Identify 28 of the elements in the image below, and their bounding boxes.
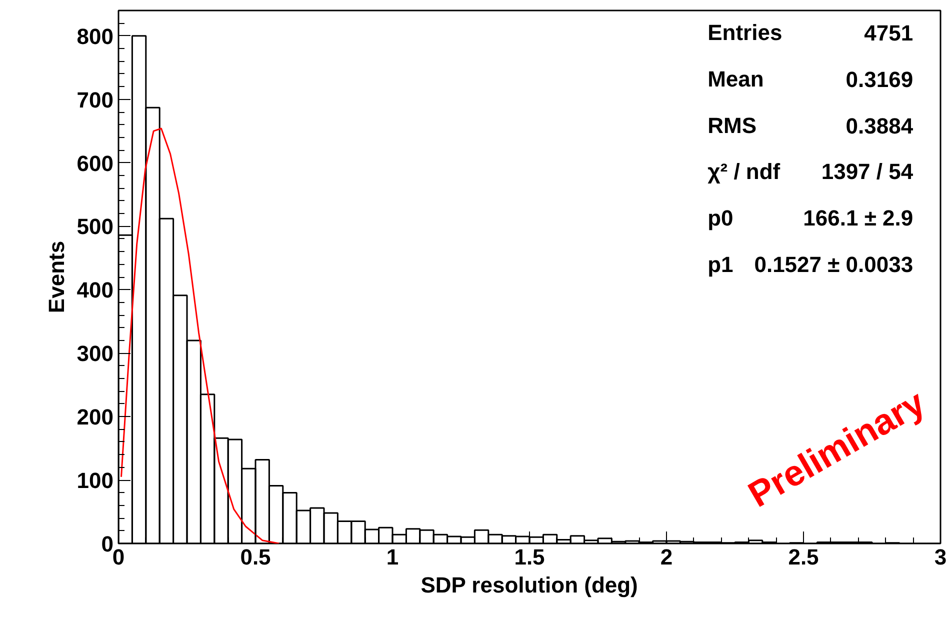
annotation: 1397 / 54 (821, 159, 914, 184)
x-tick-label: 2 (660, 544, 673, 570)
x-tick-label: 1 (386, 544, 399, 570)
annotation: 0.1527 ± 0.0033 (754, 252, 914, 277)
y-tick-label: 100 (76, 468, 114, 494)
annotation: p0 (708, 205, 734, 230)
annotation: p1 (708, 252, 734, 277)
y-tick-label: 400 (76, 278, 114, 303)
annotation: 0.3884 (846, 113, 914, 138)
annotation: 4751 (864, 20, 914, 46)
y-tick-label: 700 (76, 87, 114, 112)
y-tick-label: 600 (76, 150, 114, 176)
y-axis-title: Events (44, 240, 69, 314)
annotation: 0.3169 (846, 67, 914, 92)
y-tick-label: 300 (76, 341, 114, 366)
x-tick-label: 1.5 (514, 544, 545, 570)
y-tick-label: 500 (76, 214, 114, 240)
annotation: RMS (708, 112, 756, 138)
annotation: χ² / ndf (708, 159, 781, 184)
annotation: Mean (708, 66, 764, 92)
x-tick-label: 0.5 (240, 544, 271, 570)
y-tick-label: 200 (76, 404, 114, 430)
annotation: 166.1 ± 2.9 (803, 205, 914, 230)
x-tick-label: 3 (934, 544, 947, 570)
x-tick-label: 2.5 (788, 544, 819, 570)
y-tick-label: 800 (76, 24, 114, 49)
annotation: Entries (708, 20, 782, 46)
x-axis-title: SDP resolution (deg) (420, 572, 638, 598)
